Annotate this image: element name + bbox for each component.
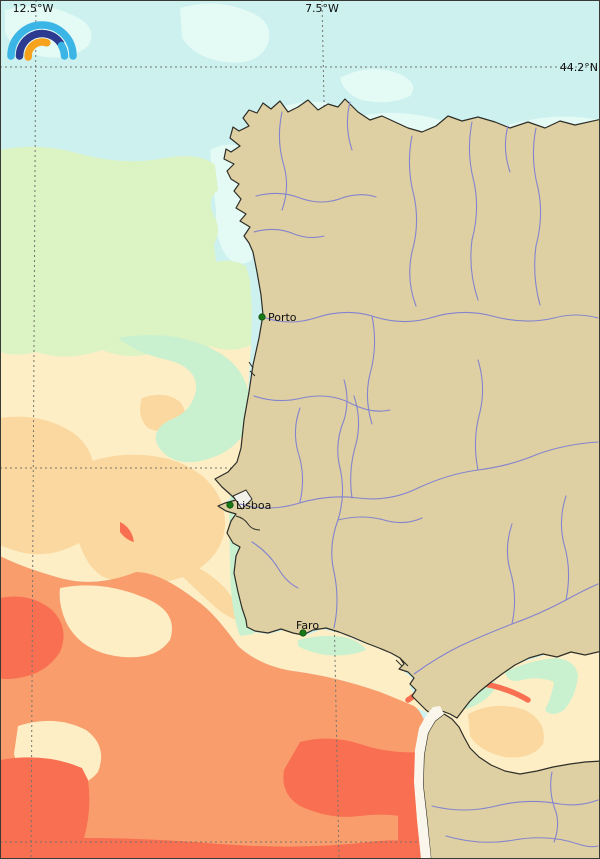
river bbox=[408, 135, 418, 307]
river bbox=[294, 407, 304, 503]
label-lon-7-5w: 7.5°W bbox=[305, 2, 339, 15]
landmasses bbox=[214, 98, 600, 859]
sst-patch bbox=[68, 454, 226, 585]
river bbox=[532, 127, 542, 306]
sst-region-red bbox=[0, 522, 424, 859]
river bbox=[468, 121, 479, 301]
sst-patch bbox=[59, 585, 172, 658]
aveiro-lagoon bbox=[248, 361, 256, 377]
river bbox=[431, 799, 599, 811]
no-data-sliver bbox=[414, 706, 444, 859]
river bbox=[253, 228, 325, 239]
river bbox=[278, 111, 288, 211]
river bbox=[239, 441, 599, 509]
sst-patch bbox=[0, 146, 252, 357]
sst-patch bbox=[0, 596, 64, 679]
river bbox=[560, 495, 570, 601]
city-dot-faro bbox=[299, 629, 307, 637]
sst-patch bbox=[505, 658, 578, 714]
sst-region-pale-orange bbox=[0, 394, 544, 758]
river bbox=[265, 311, 599, 323]
river bbox=[445, 835, 599, 848]
sst-patch bbox=[340, 68, 414, 103]
logo-middle-arc bbox=[15, 29, 65, 60]
sst-patch bbox=[120, 522, 134, 542]
river bbox=[504, 125, 511, 173]
sst-patch bbox=[468, 705, 544, 758]
city-label-porto: Porto bbox=[268, 311, 297, 324]
river bbox=[506, 523, 516, 625]
meridian-12-5w bbox=[30, 0, 37, 859]
river bbox=[337, 516, 423, 524]
sst-patch bbox=[180, 560, 244, 622]
logo-outer-arc bbox=[7, 21, 77, 60]
sst-patch bbox=[180, 3, 270, 63]
label-lat-44-2n: 44.2°N bbox=[560, 61, 598, 74]
city-label-lisboa: Lisboa bbox=[236, 499, 271, 512]
rainbow-arcs-logo bbox=[7, 21, 77, 61]
tagus-estuary bbox=[232, 489, 253, 510]
sst-region-green bbox=[0, 146, 252, 357]
river bbox=[350, 395, 360, 499]
river bbox=[253, 395, 391, 412]
logo-middle-arc-tip bbox=[57, 41, 69, 60]
label-lon-12-5w: 12.5°W bbox=[13, 2, 54, 15]
meridian-7-5w bbox=[321, 0, 340, 859]
city-label-faro: Faro bbox=[296, 619, 319, 632]
coast-details bbox=[232, 361, 409, 667]
logo-inner-arc bbox=[24, 38, 51, 61]
city-dot-lisboa bbox=[226, 501, 234, 509]
river bbox=[366, 315, 376, 425]
sst-patch bbox=[118, 335, 251, 463]
river bbox=[331, 379, 348, 629]
sado-estuary bbox=[235, 515, 261, 531]
sst-patch bbox=[398, 803, 421, 859]
river bbox=[550, 771, 559, 843]
cadiz-marshes bbox=[395, 657, 409, 667]
sst-patch bbox=[298, 636, 366, 656]
graticule-labels: 12.5°W 7.5°W 44.2°N bbox=[13, 2, 598, 74]
rivers bbox=[239, 101, 599, 848]
river bbox=[251, 541, 299, 589]
iberia-landmass bbox=[214, 98, 600, 719]
river bbox=[346, 101, 353, 151]
sst-patch bbox=[283, 738, 423, 820]
river bbox=[474, 359, 484, 471]
sst-patch bbox=[0, 757, 424, 859]
city-markers: Porto Lisboa Faro bbox=[226, 311, 319, 637]
river bbox=[255, 192, 377, 203]
city-dot-porto bbox=[258, 313, 266, 321]
